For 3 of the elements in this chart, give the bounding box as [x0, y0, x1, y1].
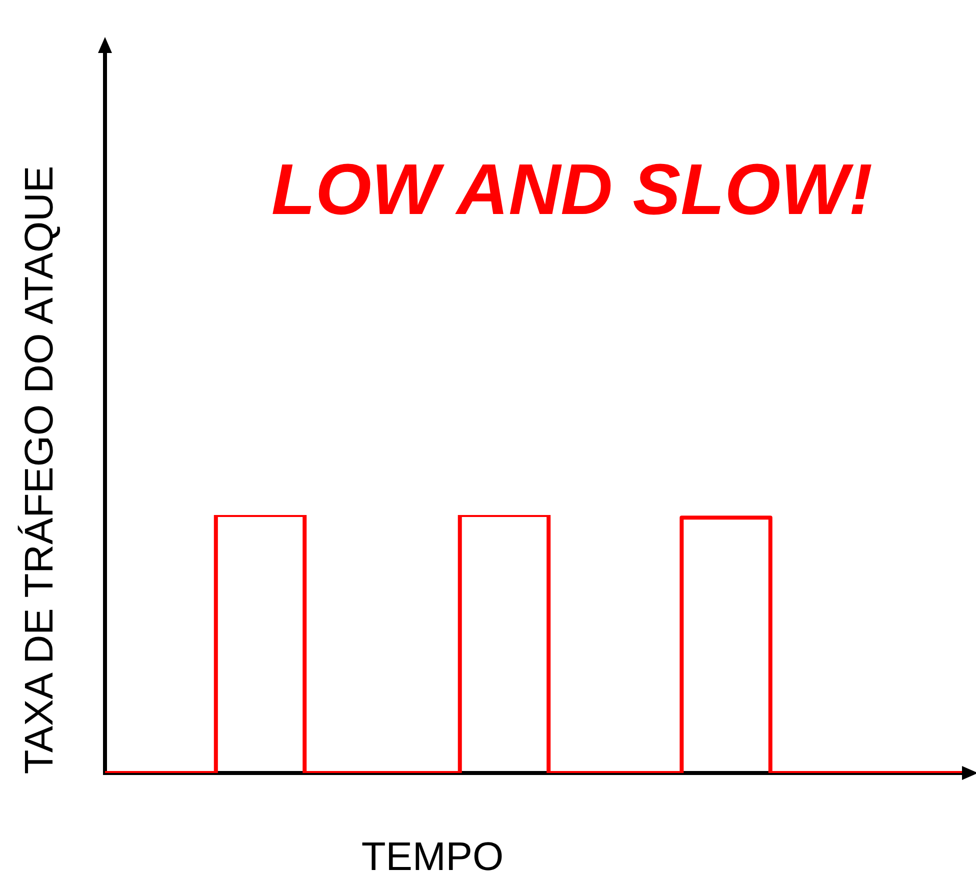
- y-axis-title: TAXA DE TRÁFEGO DO ATAQUE: [18, 166, 62, 774]
- text: LOW AND SLOW!: [271, 149, 873, 231]
- x-axis-title: TEMPO: [360, 835, 505, 880]
